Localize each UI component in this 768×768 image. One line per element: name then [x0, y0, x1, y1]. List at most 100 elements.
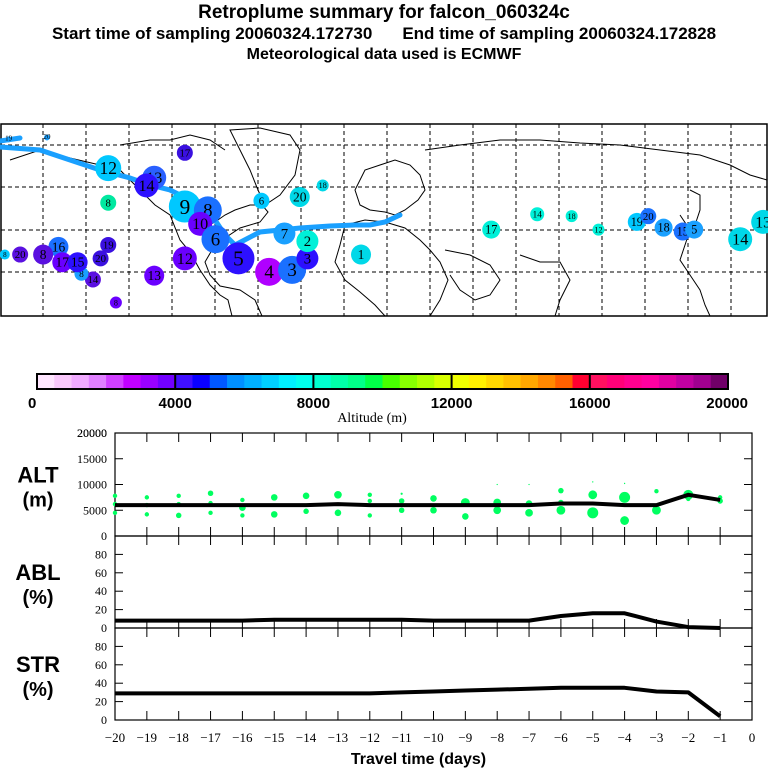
x-tick-label: −17: [200, 730, 221, 745]
colorbar-swatch: [313, 374, 332, 389]
colorbar-swatch: [399, 374, 418, 389]
cluster-circle: [222, 242, 255, 275]
panel-ylabel-unit: (%): [22, 679, 53, 701]
cluster-circle: [296, 230, 319, 253]
y-tick-label: 20000: [77, 426, 107, 440]
cluster-marker: 18: [654, 218, 673, 237]
x-tick-label: −4: [618, 730, 632, 745]
cluster-label: 5: [233, 247, 244, 271]
altitude-point: [112, 493, 118, 499]
cluster-marker: 20: [289, 186, 310, 207]
colorbar-swatch: [641, 374, 660, 389]
cluster-marker: 8: [33, 244, 54, 265]
x-tick-label: −8: [490, 730, 504, 745]
y-tick-label: 0: [101, 529, 107, 543]
colorbar-swatch: [572, 374, 591, 389]
altitude-point: [176, 493, 181, 499]
altitude-point: [430, 495, 437, 502]
panel-ylabel-unit: (%): [22, 587, 53, 609]
cluster-marker: 17: [52, 252, 73, 273]
cluster-marker: 13: [751, 209, 768, 234]
cluster-circle: [351, 244, 372, 265]
x-axis-title: Travel time (days): [351, 751, 486, 768]
cluster-label: 7: [281, 226, 288, 242]
y-tick-label: 15000: [77, 452, 107, 466]
colorbar-tick-label: 20000: [706, 395, 748, 412]
cluster-circle: [253, 192, 270, 209]
cluster-circle: [201, 225, 230, 254]
cluster-label: 17: [56, 255, 70, 270]
x-tick-label: −6: [554, 730, 568, 745]
cluster-marker: 18: [565, 210, 578, 223]
cluster-label: 12: [99, 158, 117, 178]
colorbar-swatch: [434, 374, 453, 389]
y-tick-label: 20000: [77, 426, 107, 440]
cluster-circle: [84, 271, 101, 288]
colorbar-swatch: [175, 374, 193, 389]
altitude-point: [367, 492, 372, 497]
coast-europe: [354, 159, 426, 216]
series-line: [115, 611, 721, 630]
altitude-point: [240, 513, 245, 518]
cluster-label: 20: [43, 133, 51, 141]
y-tick-label: 20: [95, 603, 107, 617]
colorbar-swatch: [382, 374, 401, 389]
cluster-marker: 8: [0, 249, 10, 260]
y-tick-label: 80: [95, 639, 107, 653]
colorbar-swatch: [693, 374, 712, 389]
colorbar-swatch: [417, 374, 435, 389]
cluster-circle: [685, 220, 704, 239]
panel-ylabel: ABL: [15, 560, 60, 585]
cluster-label: 16: [52, 239, 66, 254]
altitude-point: [654, 488, 659, 494]
colorbar-swatch: [157, 374, 176, 389]
cluster-marker: 20: [92, 250, 109, 267]
page-title: Retroplume summary for falcon_060324c: [198, 2, 570, 23]
cluster-circle: [5, 136, 12, 143]
altitude-point: [400, 492, 403, 495]
coast-north-america-east: [199, 204, 269, 317]
cluster-marker: 17: [176, 144, 193, 161]
panel-abl: 0 20 40 60 80 ABL(%): [15, 535, 753, 635]
cluster-circle: [289, 186, 310, 207]
cluster-label: 17: [179, 147, 190, 159]
cluster-label: 13: [147, 268, 161, 283]
cluster-circle: [48, 236, 69, 257]
x-tick-label: −14: [296, 730, 317, 745]
colorbar-swatch: [658, 374, 677, 389]
cluster-markers: 1920121314179810662018754332112131920148…: [0, 133, 768, 309]
colorbar-swatch: [140, 374, 159, 389]
colorbar-tick-label: 12000: [431, 395, 473, 412]
y-tick-label: 0: [101, 713, 107, 727]
cluster-label: 18: [319, 181, 327, 190]
x-tick-label: −11: [392, 730, 412, 745]
cluster-circle: [100, 236, 117, 253]
cluster-circle: [172, 246, 197, 271]
colorbar-swatch: [555, 374, 574, 389]
y-tick-label: 10000: [77, 478, 107, 492]
cluster-label: 2: [304, 234, 311, 250]
colorbar-swatch: [209, 374, 228, 389]
altitude-point: [240, 497, 245, 503]
colorbar-swatch: [227, 374, 245, 389]
cluster-circle: [33, 244, 54, 265]
altitude-point: [207, 490, 214, 497]
cluster-label: 19: [5, 135, 13, 143]
y-tick-label: 5000: [83, 503, 107, 517]
coast-arabia: [444, 249, 501, 301]
cluster-label: 14: [532, 210, 542, 220]
altitude-point: [528, 483, 530, 486]
colorbar-swatch: [347, 374, 366, 389]
altitude-point: [112, 510, 118, 516]
cluster-marker: 18: [316, 179, 329, 192]
x-tick-label: −7: [522, 730, 536, 745]
colorbar-swatch: [71, 374, 90, 389]
cluster-circle: [134, 173, 159, 198]
colorbar-swatch: [486, 374, 504, 389]
cluster-circle: [255, 257, 284, 286]
cluster-circle: [43, 134, 50, 141]
cluster-label: 9: [179, 195, 190, 219]
colorbar-swatch: [589, 374, 608, 389]
map-coastlines: [9, 127, 768, 317]
altitude-point: [144, 495, 150, 500]
